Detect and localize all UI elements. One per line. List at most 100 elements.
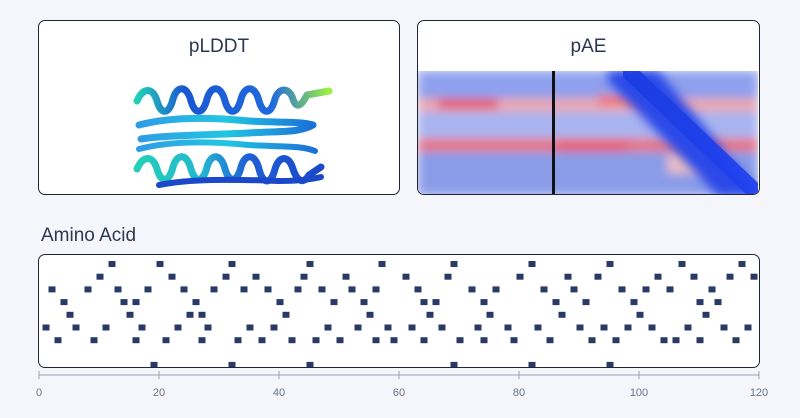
residue-marker <box>210 286 218 293</box>
residue-marker <box>690 273 698 280</box>
x-axis: 0 20 40 60 80 100 120 <box>36 371 768 399</box>
residue-marker <box>492 286 500 293</box>
residue-marker <box>624 324 632 331</box>
residue-marker <box>738 261 746 267</box>
residue-marker <box>666 286 674 293</box>
residue-marker <box>54 337 62 344</box>
residue-marker <box>570 286 578 293</box>
x-tick-label: 60 <box>393 387 405 399</box>
pae-title: pAE <box>570 36 607 57</box>
residue-marker <box>90 337 98 344</box>
residue-marker <box>450 361 458 367</box>
residue-marker <box>576 324 584 331</box>
residue-marker <box>564 273 572 280</box>
residue-marker <box>312 337 320 344</box>
residue-marker <box>360 299 368 306</box>
residue-marker <box>558 311 566 318</box>
residue-marker <box>324 324 332 331</box>
residue-marker <box>606 361 614 367</box>
residue-marker <box>342 273 350 280</box>
residue-marker <box>528 261 536 267</box>
residue-marker <box>174 324 182 331</box>
residue-marker <box>432 299 440 306</box>
residue-marker <box>618 286 626 293</box>
residue-marker <box>546 337 554 344</box>
residue-marker <box>582 299 590 306</box>
residue-marker <box>372 337 380 344</box>
residue-marker <box>114 286 122 293</box>
residue-marker <box>306 361 314 367</box>
residue-marker <box>204 324 212 331</box>
residue-marker <box>720 324 728 331</box>
residue-marker <box>456 337 464 344</box>
residue-marker <box>420 299 428 306</box>
residue-marker <box>66 311 74 318</box>
residue-marker <box>696 299 704 306</box>
residue-marker <box>198 311 206 318</box>
residue-marker <box>132 299 140 306</box>
residue-marker <box>534 324 542 331</box>
residue-marker <box>474 324 482 331</box>
residue-marker <box>588 337 596 344</box>
residue-marker <box>660 337 668 344</box>
x-tick-label: 40 <box>273 387 285 399</box>
plddt-panel: pLDDT <box>38 20 400 195</box>
residue-marker <box>420 337 428 344</box>
amino-acid-track <box>42 261 758 367</box>
residue-marker <box>726 273 734 280</box>
residue-marker <box>294 286 302 293</box>
residue-marker <box>198 337 206 344</box>
amino-acid-title: Amino Acid <box>41 225 137 246</box>
residue-marker <box>600 324 608 331</box>
residue-marker <box>228 361 236 367</box>
residue-marker <box>438 324 446 331</box>
residue-marker <box>96 273 104 280</box>
residue-marker <box>258 337 266 344</box>
residue-marker <box>594 273 602 280</box>
residue-marker <box>180 286 188 293</box>
x-tick-label: 80 <box>513 387 525 399</box>
residue-marker <box>714 299 722 306</box>
residue-marker <box>192 299 200 306</box>
residue-marker <box>708 286 716 293</box>
residue-marker <box>336 337 344 344</box>
residue-marker <box>270 324 278 331</box>
residue-marker <box>540 286 548 293</box>
residue-marker <box>348 286 356 293</box>
residue-marker <box>282 311 290 318</box>
residue-marker <box>306 261 314 267</box>
residue-marker <box>132 337 140 344</box>
residue-marker <box>648 324 656 331</box>
residue-marker <box>702 311 710 318</box>
residue-marker <box>48 286 56 293</box>
residue-marker <box>480 337 488 344</box>
residue-marker <box>168 273 176 280</box>
residue-marker <box>288 337 296 344</box>
residue-marker <box>108 261 116 267</box>
pae-heatmap <box>418 71 758 194</box>
residue-marker <box>252 273 260 280</box>
residue-marker <box>330 299 338 306</box>
residue-marker <box>144 286 152 293</box>
residue-marker <box>486 311 494 318</box>
residue-marker <box>372 286 380 293</box>
residue-marker <box>510 337 518 344</box>
residue-marker <box>480 299 488 306</box>
residue-marker <box>552 299 560 306</box>
residue-marker <box>528 361 536 367</box>
residue-marker <box>126 311 134 318</box>
residue-marker <box>414 286 422 293</box>
residue-marker <box>744 324 752 331</box>
residue-marker <box>390 337 398 344</box>
residue-marker <box>444 273 452 280</box>
x-tick-label: 120 <box>750 387 768 399</box>
x-tick-label: 0 <box>36 387 42 399</box>
residue-marker <box>696 337 704 344</box>
residue-marker <box>384 324 392 331</box>
residue-marker <box>402 273 410 280</box>
protein-structure-image <box>133 85 333 188</box>
residue-marker <box>84 286 92 293</box>
residue-marker <box>60 299 68 306</box>
residue-marker <box>354 324 362 331</box>
residue-marker <box>120 299 128 306</box>
